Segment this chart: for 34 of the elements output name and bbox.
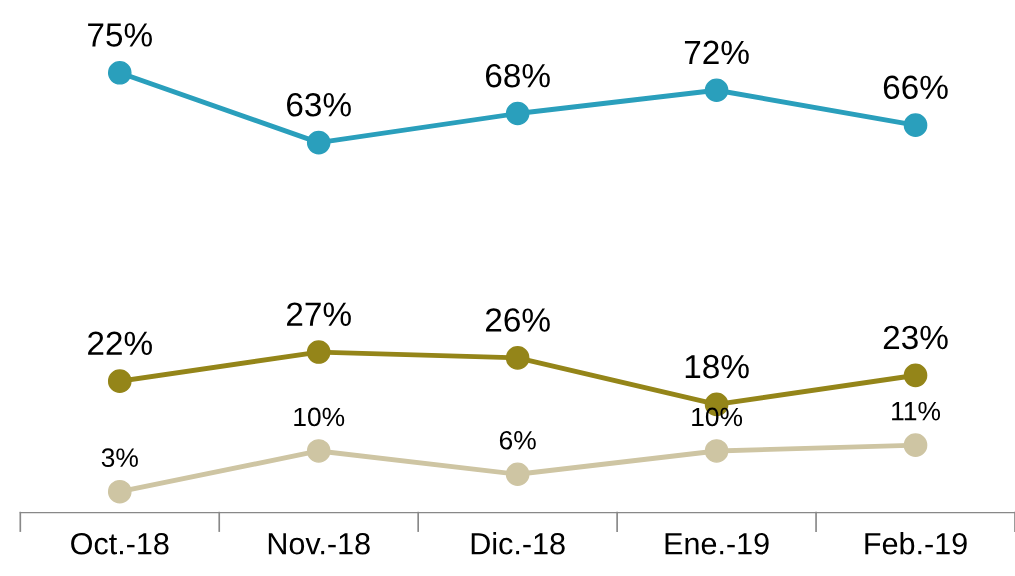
point xyxy=(306,340,331,364)
data-label: 63% xyxy=(287,92,351,117)
data-label: 11% xyxy=(892,401,941,421)
x-tick-label: Dic.-18 xyxy=(471,532,565,555)
data-label: 27% xyxy=(287,302,351,326)
data-label: 72% xyxy=(684,40,749,65)
point xyxy=(306,130,331,155)
x-tick-label: Feb.-19 xyxy=(865,532,967,555)
point xyxy=(903,363,928,388)
point xyxy=(903,433,928,457)
point xyxy=(107,479,132,504)
data-label: 68% xyxy=(485,63,550,88)
x-tick-label: Nov.-18 xyxy=(268,532,370,555)
data-label: 26% xyxy=(485,308,550,332)
data-label: 10% xyxy=(692,407,743,427)
point xyxy=(704,439,729,463)
data-label: 75% xyxy=(88,23,152,47)
point xyxy=(505,346,530,370)
data-label: 10% xyxy=(294,407,345,427)
point xyxy=(704,78,729,103)
data-label: 6% xyxy=(499,430,536,450)
point xyxy=(306,439,331,463)
x-tick-label: Oct.-18 xyxy=(71,532,169,555)
data-label: 66% xyxy=(883,75,948,100)
data-label: 3% xyxy=(101,448,138,468)
data-label: 23% xyxy=(883,325,948,350)
point xyxy=(505,462,530,487)
point xyxy=(903,113,928,137)
point xyxy=(107,369,132,393)
point xyxy=(505,101,530,126)
data-label: 18% xyxy=(685,354,749,379)
point xyxy=(107,60,132,85)
data-label: 22% xyxy=(88,331,152,355)
x-tick-label: Ene.-19 xyxy=(665,532,769,555)
